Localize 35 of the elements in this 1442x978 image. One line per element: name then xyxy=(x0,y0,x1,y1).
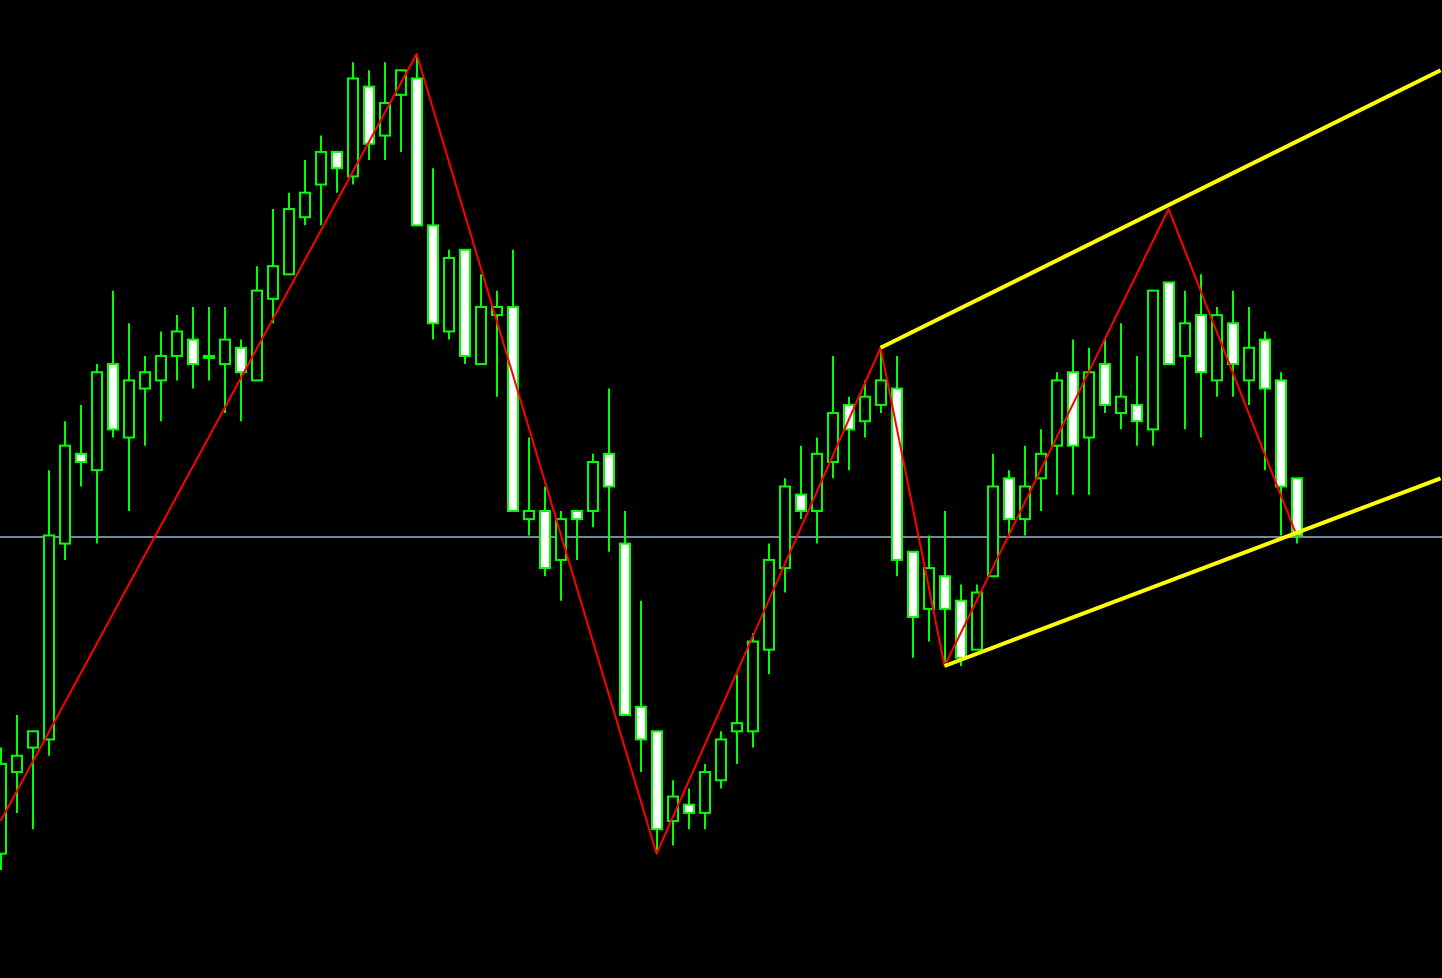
candlestick xyxy=(939,509,951,667)
candlestick xyxy=(1019,444,1031,537)
candlestick xyxy=(235,338,247,423)
candlestick xyxy=(683,787,695,831)
candlestick xyxy=(635,599,647,774)
candlestick xyxy=(27,730,39,831)
candlestick xyxy=(379,61,391,162)
candlestick xyxy=(1179,289,1191,431)
candlestick xyxy=(731,673,743,765)
candlestick xyxy=(523,436,535,537)
candlestick xyxy=(75,403,87,488)
candlestick xyxy=(1115,322,1127,431)
candlestick xyxy=(11,713,23,814)
candlestick xyxy=(875,346,887,415)
candlestick xyxy=(315,134,327,227)
candlestick xyxy=(331,150,343,194)
candlestick xyxy=(1227,289,1239,398)
candlestick xyxy=(603,387,615,553)
candlestick xyxy=(715,730,727,790)
candlestick xyxy=(203,305,215,382)
candlestick xyxy=(571,509,583,561)
candlestick xyxy=(795,444,807,521)
candlestick xyxy=(1003,469,1015,537)
candlestick xyxy=(219,305,231,415)
candlestick xyxy=(299,159,311,227)
candlestick xyxy=(1243,305,1255,406)
candlestick xyxy=(139,354,151,447)
candlestick xyxy=(155,330,167,423)
candlestick xyxy=(699,762,711,831)
candlestick xyxy=(187,305,199,390)
candlestick xyxy=(1131,354,1143,447)
candlestick xyxy=(859,379,871,439)
candlestick xyxy=(1099,338,1111,415)
candlestick xyxy=(171,314,183,382)
candlestick xyxy=(267,208,279,325)
